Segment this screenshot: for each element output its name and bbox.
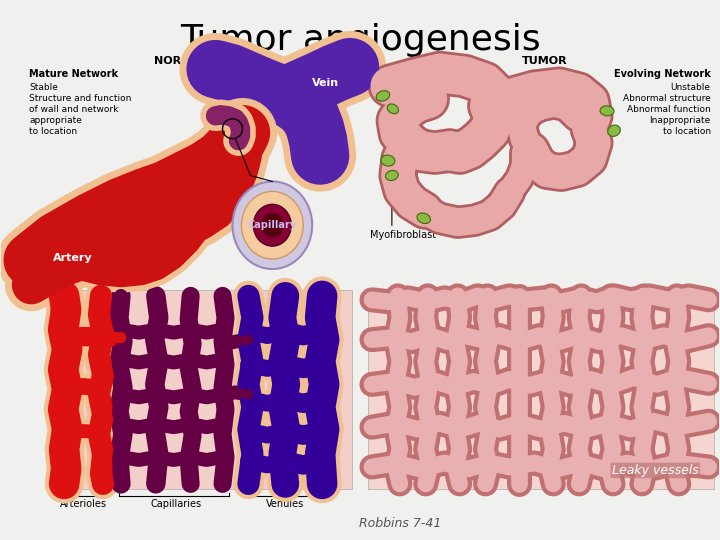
Text: Unstable: Unstable [670, 83, 711, 92]
Text: Structure and function: Structure and function [30, 94, 132, 103]
Text: Abnormal structure: Abnormal structure [623, 94, 711, 103]
Text: Leaky vessels: Leaky vessels [612, 464, 698, 477]
Text: Artery: Artery [53, 253, 93, 263]
Ellipse shape [233, 181, 312, 269]
Ellipse shape [376, 91, 390, 101]
Text: Inappropriate: Inappropriate [649, 116, 711, 125]
Text: TUMOR: TUMOR [521, 56, 567, 66]
Ellipse shape [385, 171, 398, 180]
Ellipse shape [387, 104, 398, 114]
Text: Evolving Network: Evolving Network [613, 69, 711, 79]
Ellipse shape [241, 191, 303, 259]
Text: to location: to location [662, 127, 711, 136]
Text: Abnormal function: Abnormal function [627, 105, 711, 114]
Text: NORMAL: NORMAL [154, 56, 207, 66]
Text: appropriate: appropriate [30, 116, 82, 125]
Bar [61, 290, 352, 489]
Text: Tumor angiogenesis: Tumor angiogenesis [180, 23, 540, 57]
Text: Stable: Stable [30, 83, 58, 92]
Text: Vein: Vein [312, 78, 338, 88]
Text: Venules: Venules [266, 499, 305, 509]
Text: Capillaries: Capillaries [150, 499, 202, 509]
Ellipse shape [253, 204, 292, 246]
Text: Capillary: Capillary [248, 220, 297, 230]
Text: Myofibroblast: Myofibroblast [370, 230, 436, 240]
Bar [368, 290, 714, 489]
Ellipse shape [381, 155, 395, 166]
Text: Robbins 7-41: Robbins 7-41 [359, 517, 441, 530]
Text: Arterioles: Arterioles [60, 499, 107, 509]
Text: Mature Network: Mature Network [30, 69, 118, 79]
Ellipse shape [261, 213, 283, 238]
Text: of wall and network: of wall and network [30, 105, 119, 114]
Text: to location: to location [30, 127, 78, 136]
Ellipse shape [417, 213, 431, 224]
Text: Pericytes: Pericytes [408, 69, 452, 79]
Ellipse shape [600, 106, 614, 116]
Ellipse shape [608, 125, 621, 137]
